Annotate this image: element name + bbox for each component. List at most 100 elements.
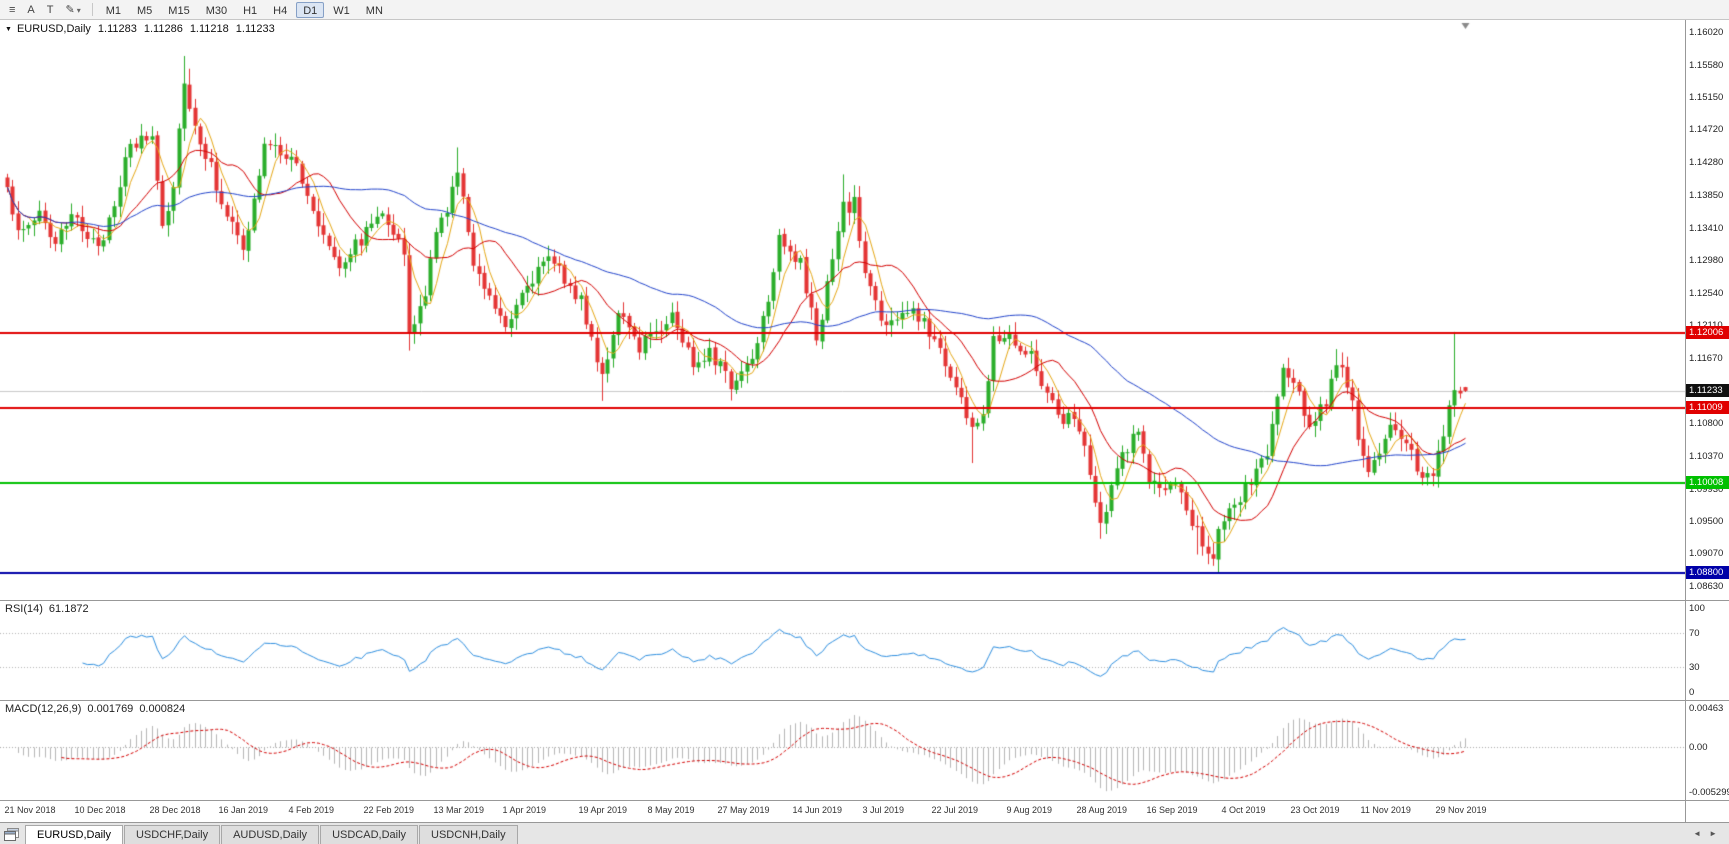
text-tool-button[interactable]: T [46,3,54,16]
macd-main-value: 0.001769 [87,703,134,715]
macd-signal-value: 0.000824 [139,703,186,715]
timeframe-mn-button[interactable]: MN [365,4,383,17]
macd-indicator-panel: MACD(12,26,9) 0.001769 0.000824 [0,700,1685,800]
rsi-indicator-panel: RSI(14) 61.1872 [0,600,1685,700]
chevron-down-icon: ▾ [76,5,81,15]
date-tick-label: 16 Jan 2019 [218,805,269,815]
quote-open: 1.11283 [97,23,137,35]
tab-scroll-controls: ◄ ► [1689,822,1729,844]
rsi-value: 61.1872 [48,603,89,615]
date-tick-label: 28 Dec 2018 [149,805,201,815]
price-tick-label: 1.09070 [1689,548,1724,559]
current-price-badge: 1.11233 [1686,384,1729,397]
toolbar-separator [91,3,93,16]
date-tick-label: 16 Sep 2019 [1146,805,1198,815]
date-tick-label: 13 Mar 2019 [433,805,485,815]
price-tick-label: 1.13410 [1689,223,1724,234]
date-tick-label: 1 Apr 2019 [502,805,547,815]
rsi-scale-label: 100 [1689,603,1705,614]
rsi-scale-label: 30 [1689,662,1700,673]
tab-eurusd-daily[interactable]: EURUSD,Daily [25,825,123,844]
price-chart-canvas[interactable] [0,20,1685,600]
panel-separator[interactable] [0,700,1729,701]
timeframe-d1-button[interactable]: D1 [296,1,325,18]
price-line-badge: 1.10008 [1686,476,1729,489]
tabs-scroll-left-button[interactable]: ◄ [1693,828,1702,838]
tab-audusd-daily[interactable]: AUDUSD,Daily [221,825,320,844]
price-tick-label: 1.09500 [1689,516,1724,527]
pencil-icon: ✎ [65,3,75,16]
date-tick-label: 21 Nov 2018 [4,805,56,815]
rsi-canvas[interactable] [0,600,1685,700]
chart-tabbar: EURUSD,Daily USDCHF,Daily AUDUSD,Daily U… [0,822,1729,844]
price-axis[interactable]: 1.16020 1.15580 1.15150 1.14720 1.14280 1.138… [1685,20,1729,822]
price-tick-label: 1.13850 [1689,190,1724,201]
date-tick-label: 23 Oct 2019 [1290,805,1340,815]
timeframe-m30-button[interactable]: M30 [205,4,228,17]
timeframe-m1-button[interactable]: M1 [105,4,122,17]
date-tick-label: 8 May 2019 [647,805,695,815]
collapse-triangle-icon[interactable]: ▼ [5,25,12,33]
timeframe-m15-button[interactable]: M15 [168,4,190,17]
tab-usdcnh-daily[interactable]: USDCNH,Daily [419,825,518,844]
date-tick-label: 22 Feb 2019 [363,805,415,815]
price-tick-label: 1.12540 [1689,288,1724,299]
tab-usdcad-daily[interactable]: USDCAD,Daily [320,825,419,844]
price-line-badge: 1.08800 [1686,566,1729,579]
macd-scale-label: -0.005299 [1689,787,1729,798]
date-tick-label: 11 Nov 2019 [1360,805,1411,815]
quote-high: 1.11286 [143,23,183,35]
date-tick-label: 27 May 2019 [717,805,770,815]
chart-symbol-period: EURUSD,Daily [16,23,91,35]
chart-windows-icon[interactable] [4,828,19,841]
draw-tool-button[interactable]: ✎ ▾ [60,1,87,19]
rsi-scale-label: 0 [1689,687,1695,698]
timeframe-h4-button[interactable]: H4 [273,4,288,17]
price-line-badge: 1.11009 [1686,401,1729,414]
price-line-badge: 1.12006 [1686,326,1729,339]
date-tick-label: 29 Nov 2019 [1435,805,1487,815]
price-tick-label: 1.15580 [1689,60,1724,71]
date-tick-label: 3 Jul 2019 [862,805,905,815]
time-axis[interactable]: 21 Nov 2018 10 Dec 2018 28 Dec 2018 16 Jan … [0,800,1685,822]
price-tick-label: 1.15150 [1689,92,1724,103]
price-tick-label: 1.10370 [1689,451,1724,462]
price-tick-label: 1.14280 [1689,157,1724,168]
price-tick-label: 1.11670 [1689,353,1723,364]
date-tick-label: 10 Dec 2018 [74,805,126,815]
macd-name: MACD(12,26,9) [5,703,82,715]
price-tick-label: 1.12980 [1689,255,1724,266]
macd-scale-label: 0.00 [1689,742,1708,753]
price-tick-label: 1.10800 [1689,418,1724,429]
macd-canvas[interactable] [0,700,1685,800]
timeframe-h1-button[interactable]: H1 [243,4,258,17]
timeframe-w1-button[interactable]: W1 [333,4,350,17]
date-tick-label: 4 Oct 2019 [1221,805,1266,815]
axis-separator [0,800,1729,801]
rsi-name: RSI(14) [5,603,43,615]
date-tick-label: 9 Aug 2019 [1006,805,1053,815]
price-tick-label: 1.09930 [1689,484,1724,495]
tabs-scroll-right-button[interactable]: ► [1709,828,1717,838]
date-tick-label: 19 Apr 2019 [578,805,628,815]
macd-label: MACD(12,26,9) 0.001769 0.000824 [5,703,191,715]
timeframe-m5-button[interactable]: M5 [137,4,153,17]
quote-close: 1.11233 [235,23,275,35]
price-tick-label: 1.12110 [1689,320,1723,331]
arrow-tool-button[interactable]: A [27,3,35,16]
date-tick-label: 14 Jun 2019 [792,805,843,815]
price-chart-panel: ▼ EURUSD,Daily 1.11283 1.11286 1.11218 1… [0,20,1685,600]
toolbar: ≡ A T ✎ ▾ M1 M5 M15 M30 H1 H4 D1 W1 MN [0,0,1729,20]
tab-usdchf-daily[interactable]: USDCHF,Daily [123,825,221,844]
price-tick-label: 1.16020 [1689,27,1724,38]
date-tick-label: 4 Feb 2019 [288,805,335,815]
date-tick-label: 22 Jul 2019 [931,805,979,815]
chart-list-icon[interactable]: ≡ [9,3,16,16]
macd-scale-label: 0.00463 [1689,703,1724,714]
date-tick-label: 28 Aug 2019 [1076,805,1128,815]
quote-low: 1.11218 [189,23,229,35]
rsi-scale-label: 70 [1689,628,1700,639]
chart-title: ▼ EURUSD,Daily 1.11283 1.11286 1.11218 1… [5,23,275,35]
panel-separator[interactable] [0,600,1729,601]
